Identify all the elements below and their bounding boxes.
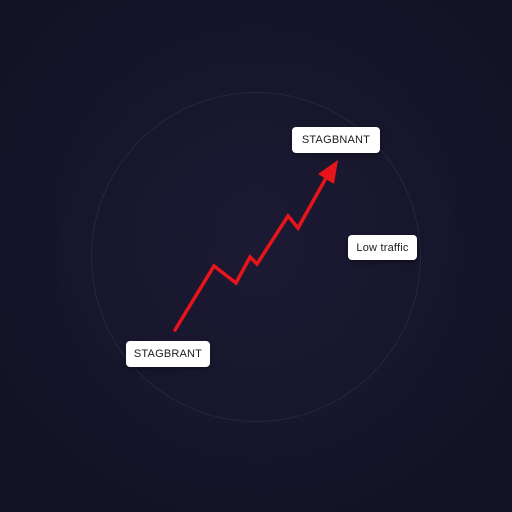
trend-line <box>173 176 328 332</box>
background-ring <box>91 92 421 422</box>
arrow-head <box>318 160 338 184</box>
label-bottom-text: STAGBRANT <box>133 348 203 360</box>
label-bottom: STAGBRANT <box>126 341 210 367</box>
label-top-text: STAGBNANT <box>301 134 371 146</box>
label-right: Low traffic <box>348 235 417 260</box>
label-right-text: Low traffic <box>356 241 409 254</box>
label-top: STAGBNANT <box>292 127 380 153</box>
